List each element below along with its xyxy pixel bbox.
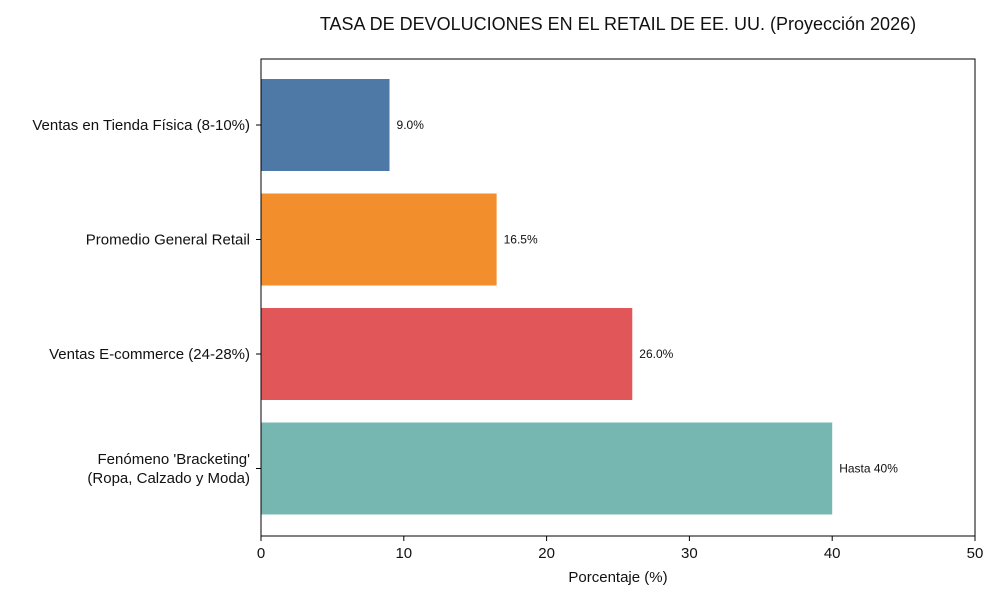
bar <box>261 308 633 400</box>
x-tick-label: 0 <box>257 545 265 562</box>
bar-data-label: Hasta 40% <box>839 462 898 476</box>
bar-data-label: 9.0% <box>397 118 425 132</box>
y-tick-label: Ventas E-commerce (24-28%) <box>49 346 250 363</box>
y-tick-label: Fenómeno 'Bracketing' (Ropa, Calzado y Mo… <box>87 451 250 487</box>
bar-data-label: 26.0% <box>639 347 673 361</box>
bars-layer: 9.0% 16.5% 26.0% Hasta 40% <box>261 79 898 515</box>
x-ticks: 0 10 20 30 40 50 <box>257 536 984 562</box>
y-tick-label: Promedio General Retail <box>86 232 250 249</box>
bar <box>261 79 390 171</box>
plot-frame <box>260 58 976 537</box>
x-axis-title: Porcentaje (%) <box>568 569 667 586</box>
x-tick-label: 40 <box>824 545 841 562</box>
bar <box>261 193 497 286</box>
x-tick-label: 20 <box>538 545 555 562</box>
y-tick-label: Ventas en Tienda Física (8-10%) <box>32 117 250 134</box>
x-tick-label: 50 <box>967 545 984 562</box>
x-tick-label: 30 <box>681 545 698 562</box>
y-tick-labels: Ventas en Tienda Física (8-10%) Promedio … <box>32 117 261 487</box>
x-tick-label: 10 <box>395 545 412 562</box>
chart-title: TASA DE DEVOLUCIONES EN EL RETAIL DE EE.… <box>320 14 916 34</box>
bar <box>261 422 833 515</box>
bar-data-label: 16.5% <box>504 233 538 247</box>
